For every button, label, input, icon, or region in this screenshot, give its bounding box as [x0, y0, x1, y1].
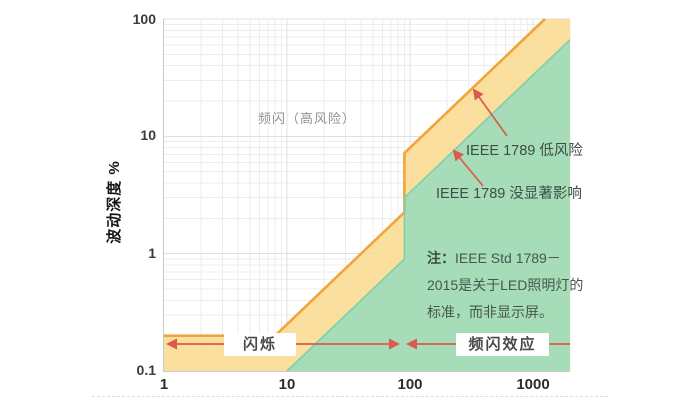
- y-tick-100: 100: [132, 11, 156, 27]
- y-tick-0_1: 0.1: [136, 362, 156, 378]
- y-axis-title: 波动深度 %: [106, 160, 123, 244]
- x-tick-1: 1: [159, 376, 169, 393]
- note-prefix: 注：: [427, 250, 455, 266]
- bottom-crop-line: [92, 396, 608, 397]
- low-risk-arrow: [472, 88, 508, 137]
- y-tick-10: 10: [140, 127, 156, 143]
- x-tick-1000: 1000: [516, 376, 550, 393]
- no-effect-zone-label: IEEE 1789 没显著影响: [436, 186, 582, 202]
- standard-note: 注：IEEE Std 1789－ 2015是关于LED照明灯的 标准，而非显示屏…: [427, 245, 597, 326]
- no-effect-limit-line: [286, 39, 571, 372]
- strobe-range-label: 频闪效应: [456, 333, 549, 356]
- x-tick-100: 100: [397, 376, 423, 393]
- no-effect-arrow: [452, 149, 484, 187]
- x-tick-10: 10: [278, 376, 296, 393]
- y-tick-1: 1: [148, 245, 156, 261]
- ieee1789-no-effect-region: [287, 39, 570, 371]
- note-line-1: 注：IEEE Std 1789－: [427, 250, 561, 266]
- flicker-range-label: 闪烁: [224, 333, 296, 356]
- high-risk-zone-label: 频闪（高风险）: [257, 111, 356, 126]
- note-line-3: 标准，而非显示屏。: [427, 304, 553, 320]
- note-line-2: 2015是关于LED照明灯的: [427, 277, 584, 293]
- low-risk-zone-label: IEEE 1789 低风险: [466, 143, 583, 159]
